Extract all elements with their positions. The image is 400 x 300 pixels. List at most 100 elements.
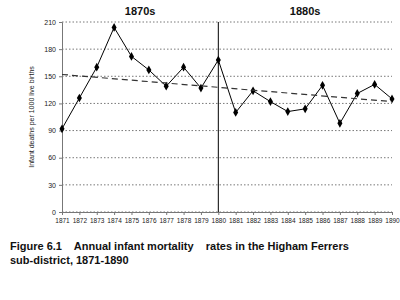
- y-tick-label: 0: [52, 209, 56, 216]
- x-tick: 1871: [55, 212, 70, 224]
- x-tick: 1888: [351, 212, 366, 224]
- data-point: [112, 23, 117, 32]
- x-tick-mark: [253, 212, 254, 215]
- x-tick-mark: [270, 212, 271, 215]
- y-tick: 30: [48, 182, 62, 189]
- y-tick-mark: [59, 49, 62, 50]
- x-tick-label: 1888: [351, 217, 366, 224]
- y-tick-label: 90: [48, 127, 56, 134]
- y-tick: 60: [48, 154, 62, 161]
- x-tick-label: 1886: [316, 217, 331, 224]
- x-tick-mark: [218, 212, 219, 215]
- data-point: [389, 95, 394, 104]
- x-tick-label: 1878: [177, 217, 192, 224]
- x-tick-label: 1872: [73, 217, 88, 224]
- grid-line: [62, 103, 392, 104]
- grid-line: [62, 184, 392, 185]
- x-tick-label: 1890: [385, 217, 400, 224]
- x-tick-label: 1873: [90, 217, 105, 224]
- data-point: [198, 84, 203, 93]
- x-tick-mark: [375, 212, 376, 215]
- x-tick: 1878: [177, 212, 192, 224]
- x-tick: 1882: [246, 212, 261, 224]
- grid-line: [62, 130, 392, 131]
- x-tick: 1883: [264, 212, 279, 224]
- x-tick-label: 1876: [142, 217, 157, 224]
- trend-line: [62, 74, 392, 101]
- x-tick-label: 1875: [125, 217, 140, 224]
- x-tick: 1879: [194, 212, 209, 224]
- x-tick-label: 1879: [194, 217, 209, 224]
- y-tick: 0: [52, 209, 62, 216]
- y-tick-label: 30: [48, 182, 56, 189]
- x-tick: 1880: [212, 212, 227, 224]
- x-tick-mark: [305, 212, 306, 215]
- data-point: [77, 94, 82, 103]
- x-tick-mark: [392, 212, 393, 215]
- title-line: sub-district, 1871-1890: [10, 254, 129, 266]
- plot-area: [59, 22, 394, 212]
- y-tick: 150: [44, 73, 62, 80]
- x-tick-mark: [62, 212, 63, 215]
- y-tick: 180: [44, 46, 62, 53]
- title: Figure 6.1 Annual infant mortality rates…: [10, 240, 349, 266]
- x-tick: 1884: [281, 212, 296, 224]
- y-tick: 210: [44, 19, 62, 26]
- y-tick-label: 150: [44, 73, 56, 80]
- data-point: [303, 104, 308, 113]
- y-tick-mark: [59, 158, 62, 159]
- x-tick: 1872: [73, 212, 88, 224]
- x-tick: 1887: [333, 212, 348, 224]
- y-tick-mark: [59, 22, 62, 23]
- x-tick-label: 1887: [333, 217, 348, 224]
- period-divider: [218, 22, 219, 212]
- grid: [62, 22, 392, 212]
- data-point: [146, 66, 151, 75]
- grid-line: [62, 157, 392, 158]
- y-tick-label: 60: [48, 154, 56, 161]
- x-tick-label: 1881: [229, 217, 244, 224]
- x-tick-mark: [236, 212, 237, 215]
- x-tick-mark: [131, 212, 132, 215]
- data-point: [233, 108, 238, 117]
- x-tick: 1886: [316, 212, 331, 224]
- x-tick-mark: [114, 212, 115, 215]
- data-point: [268, 97, 273, 106]
- x-tick: 1875: [125, 212, 140, 224]
- data-point: [355, 89, 360, 98]
- x-axis: 1871187218731874187518761877187818791880…: [55, 212, 400, 224]
- data-point: [181, 63, 186, 72]
- y-axis: 0 30 60 90 120 150 180 210: [44, 19, 62, 216]
- y-tick-mark: [59, 103, 62, 104]
- data-point: [285, 107, 290, 116]
- x-tick: 1881: [229, 212, 244, 224]
- y-tick-label: 180: [44, 46, 56, 53]
- x-tick-mark: [288, 212, 289, 215]
- data-point: [216, 56, 221, 65]
- x-tick-label: 1889: [368, 217, 383, 224]
- y-tick-label: 120: [44, 100, 56, 107]
- x-tick-label: 1883: [264, 217, 279, 224]
- x-tick: 1890: [385, 212, 400, 224]
- x-tick-label: 1874: [107, 217, 122, 224]
- grid-line: [62, 76, 392, 77]
- data-line: [62, 27, 392, 128]
- y-axis-title: Infant deaths per 1000 live births: [28, 66, 36, 168]
- chart: 0306090120150180210187118721873187418751…: [0, 0, 400, 300]
- y-tick: 120: [44, 100, 62, 107]
- data-point: [129, 52, 134, 61]
- x-tick-mark: [166, 212, 167, 215]
- grid-line: [62, 49, 392, 50]
- y-axis-line: [59, 23, 63, 213]
- x-tick: 1874: [107, 212, 122, 224]
- period-label: 1870s: [125, 5, 156, 17]
- x-tick-mark: [340, 212, 341, 215]
- x-tick-mark: [184, 212, 185, 215]
- x-tick-mark: [357, 212, 358, 215]
- y-tick-mark: [59, 212, 62, 213]
- period-label: 1880s: [290, 5, 321, 17]
- x-tick-label: 1885: [298, 217, 313, 224]
- y-tick-label: 210: [44, 19, 56, 26]
- x-tick-mark: [97, 212, 98, 215]
- x-tick-label: 1882: [246, 217, 261, 224]
